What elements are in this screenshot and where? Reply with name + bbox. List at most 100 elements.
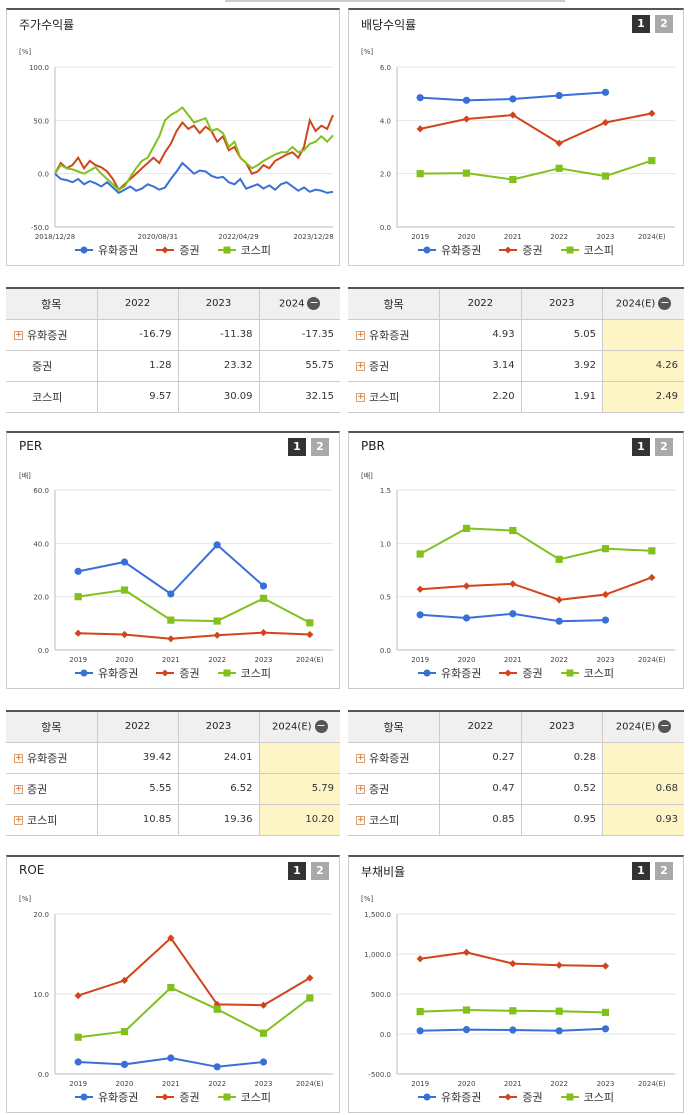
- table-row: + 코스피 0.85 0.95 0.93: [348, 804, 684, 836]
- legend-item: 코스피: [560, 242, 614, 258]
- x-tick-label: 2022/04/29: [218, 233, 258, 241]
- data-table: 항목 2022 2023 2024(E) − + 유화증권 39.42 24.01 + 증권 5.55…: [6, 712, 340, 836]
- unit-label: [%]: [361, 48, 374, 56]
- row-label: + 증권: [348, 773, 440, 805]
- table-row: + 유화증권 -16.79 -11.38 -17.35: [6, 319, 340, 351]
- data-point: [259, 1058, 268, 1066]
- table-cell: 5.05: [520, 319, 603, 351]
- chart-legend: 유화증권 증권 코스피: [349, 242, 683, 258]
- expand-icon[interactable]: +: [356, 784, 365, 794]
- y-tick-label: 60.0: [33, 487, 49, 495]
- x-tick-label: 2020: [458, 233, 476, 241]
- data-point: [555, 91, 563, 100]
- view-1-button[interactable]: 1: [632, 438, 650, 456]
- legend-item: 코스피: [560, 665, 614, 681]
- collapse-icon[interactable]: −: [314, 719, 328, 734]
- unit-label: [배]: [19, 472, 31, 480]
- legend-label: 코스피: [240, 1091, 272, 1104]
- expand-icon[interactable]: +: [14, 753, 23, 763]
- legend-item: 유화증권: [417, 665, 481, 681]
- table-cell: 10.20: [258, 804, 340, 836]
- table-cell: 1.28: [96, 350, 179, 382]
- x-tick-label: 2021: [504, 233, 522, 241]
- expand-icon[interactable]: +: [356, 392, 365, 402]
- x-tick-label: 2023: [255, 1080, 273, 1088]
- legend-item: 코스피: [217, 242, 272, 258]
- data-point: [167, 934, 175, 942]
- y-tick-label: 40.0: [33, 540, 49, 548]
- x-tick-label: 2019: [411, 1080, 429, 1088]
- view-1-button[interactable]: 1: [632, 15, 650, 33]
- legend-marker-icon: [499, 246, 518, 254]
- data-point: [167, 616, 175, 624]
- view-2-button[interactable]: 2: [655, 862, 673, 880]
- data-point: [74, 629, 82, 637]
- view-2-button[interactable]: 2: [655, 15, 673, 33]
- data-point: [648, 157, 656, 165]
- data-point: [462, 1026, 471, 1034]
- view-1-button[interactable]: 1: [632, 862, 650, 880]
- expand-icon[interactable]: +: [14, 330, 23, 340]
- panel-title: 부채비율: [361, 865, 406, 879]
- view-1-button[interactable]: 1: [288, 862, 306, 880]
- expand-icon[interactable]: +: [356, 753, 365, 763]
- view-2-button[interactable]: 2: [311, 438, 329, 456]
- data-point: [306, 974, 314, 982]
- series-line-1: [419, 112, 653, 145]
- data-point: [74, 567, 82, 575]
- column-header: 항목: [6, 712, 98, 743]
- collapse-icon[interactable]: −: [658, 296, 672, 311]
- table-per: 항목 2022 2023 2024(E) − + 유화증권 39.42 24.01 + 증권 5.55…: [6, 710, 340, 836]
- data-point: [601, 590, 610, 599]
- table-cell: 3.14: [439, 350, 522, 382]
- legend-label: 유화증권: [440, 1091, 482, 1104]
- data-point: [555, 1027, 563, 1035]
- view-1-button[interactable]: 1: [288, 438, 306, 456]
- data-point: [416, 125, 424, 133]
- expand-icon[interactable]: +: [356, 815, 365, 825]
- data-point: [120, 1028, 129, 1036]
- x-tick-label: 2022: [550, 656, 568, 664]
- y-tick-label: 0.0: [38, 647, 49, 655]
- table-cell: 0.27: [439, 742, 522, 774]
- column-header: 2023: [177, 289, 260, 320]
- column-header: 2024(E) −: [602, 712, 684, 743]
- x-tick-label: 2024(E): [638, 656, 666, 664]
- column-header: 2024−: [258, 289, 340, 320]
- legend-item: 증권: [499, 1089, 543, 1105]
- data-point: [213, 617, 221, 625]
- x-tick-label: 2020: [458, 656, 476, 664]
- table-row: 증권 1.28 23.32 55.75: [6, 350, 340, 382]
- view-2-button[interactable]: 2: [311, 862, 329, 880]
- expand-icon[interactable]: +: [14, 815, 23, 825]
- x-tick-label: 2018/12/28: [35, 233, 75, 241]
- data-point: [601, 172, 610, 180]
- expand-icon[interactable]: +: [356, 330, 365, 340]
- data-point: [648, 573, 656, 582]
- legend-marker-icon: [417, 669, 436, 677]
- table-cell: 10.85: [96, 804, 179, 836]
- table-cell: 0.68: [602, 773, 684, 805]
- legend-marker-icon: [217, 246, 236, 254]
- row-label: 코스피: [6, 381, 98, 413]
- expand-icon[interactable]: +: [14, 784, 23, 794]
- legend-label: 코스피: [240, 244, 272, 257]
- x-tick-label: 2023: [597, 656, 615, 664]
- table-cell: [258, 742, 340, 774]
- table-row: + 코스피 10.85 19.36 10.20: [6, 804, 340, 836]
- view-2-button[interactable]: 2: [655, 438, 673, 456]
- legend-label: 유화증권: [97, 667, 139, 680]
- data-point: [416, 585, 424, 593]
- expand-icon[interactable]: +: [356, 361, 365, 371]
- table-cell: 30.09: [177, 381, 260, 413]
- legend-label: 코스피: [240, 667, 272, 680]
- data-point: [259, 1001, 268, 1009]
- collapse-icon[interactable]: −: [658, 719, 672, 734]
- data-point: [306, 994, 314, 1002]
- table-cell: 3.92: [520, 350, 603, 382]
- row-label: + 코스피: [348, 804, 440, 836]
- data-point: [462, 948, 471, 956]
- collapse-icon[interactable]: −: [307, 296, 321, 311]
